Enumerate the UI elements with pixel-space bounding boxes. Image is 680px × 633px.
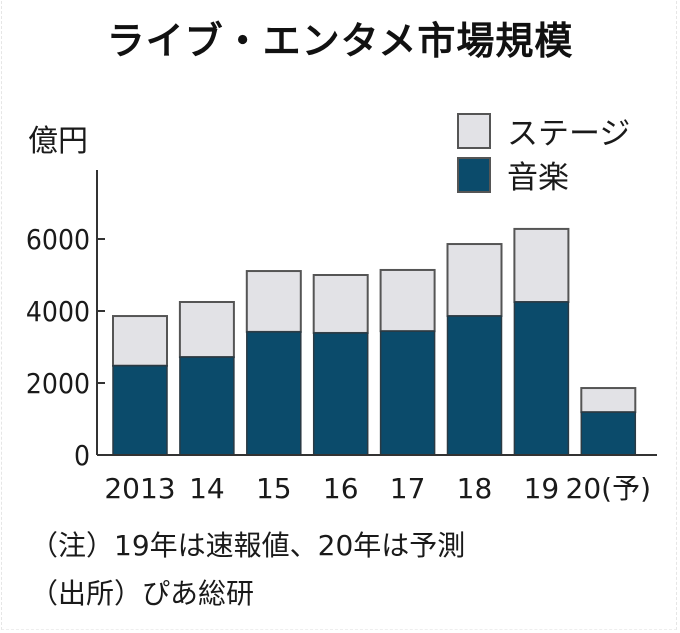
bar-segment-music [446,315,503,456]
legend-item-music: 音楽 [457,152,569,197]
y-axis-unit-label: 億円 [28,124,88,159]
bar-stack [245,270,302,456]
bar-stack [112,315,168,456]
y-tick-label: 4000 [26,295,90,328]
bar-segment-music [112,364,168,456]
legend-swatch-stage [457,112,491,149]
bar-stack [379,268,436,456]
bar-stack [312,274,369,456]
bar-segment-stage [513,227,570,303]
bar-segment-music [312,332,369,456]
x-tick-label: 17 [390,472,426,505]
x-tick-label: 20(予) [566,472,651,505]
x-tick-label: 16 [323,472,359,505]
legend-label-music: 音楽 [507,160,569,196]
bar-segment-stage [379,268,436,333]
bar-segment-music [246,331,302,456]
y-tick-label: 6000 [26,223,90,256]
y-tick-label: 0 [74,439,90,472]
x-tick-label: 14 [189,472,225,505]
bar-segment-music [379,330,436,456]
x-tick-label: 15 [256,472,292,505]
bar-segment-music [513,301,570,456]
x-tick-label: 18 [457,472,493,505]
bar-segment-stage [312,274,369,334]
bar-segment-stage [178,301,235,359]
legend-swatch-music [457,156,491,193]
legend-item-stage: ステージ [457,108,630,153]
bar-segment-music [580,411,637,456]
x-tick-label: 2013 [104,472,175,505]
chart-title: ライブ・エンタメ市場規模 [106,19,574,63]
legend-label-stage: ステージ [507,116,631,152]
bar-segment-music [179,356,235,456]
bar-segment-stage [112,315,168,367]
footnotes: （注）19年は速報値、20年は予測 （出所）ぴあ総研 [30,522,465,618]
x-axis: 2013 14 15 16 17 18 19 20(予) [97,454,657,505]
bar-stack [178,301,235,456]
footnote-note: （注）19年は速報値、20年は予測 [30,529,466,562]
footnote-source: （出所）ぴあ総研 [30,577,255,610]
bar-segment-stage [446,243,503,318]
bar-stack [446,243,503,456]
bar-segment-stage [580,387,637,414]
bars-group [112,227,637,456]
y-axis: 0 2000 4000 6000 [26,170,105,472]
bar-stack [513,227,570,456]
bar-stack [580,387,637,456]
x-tick-label: 19 [524,472,560,505]
y-tick-label: 2000 [26,367,90,400]
bar-segment-stage [245,270,302,333]
